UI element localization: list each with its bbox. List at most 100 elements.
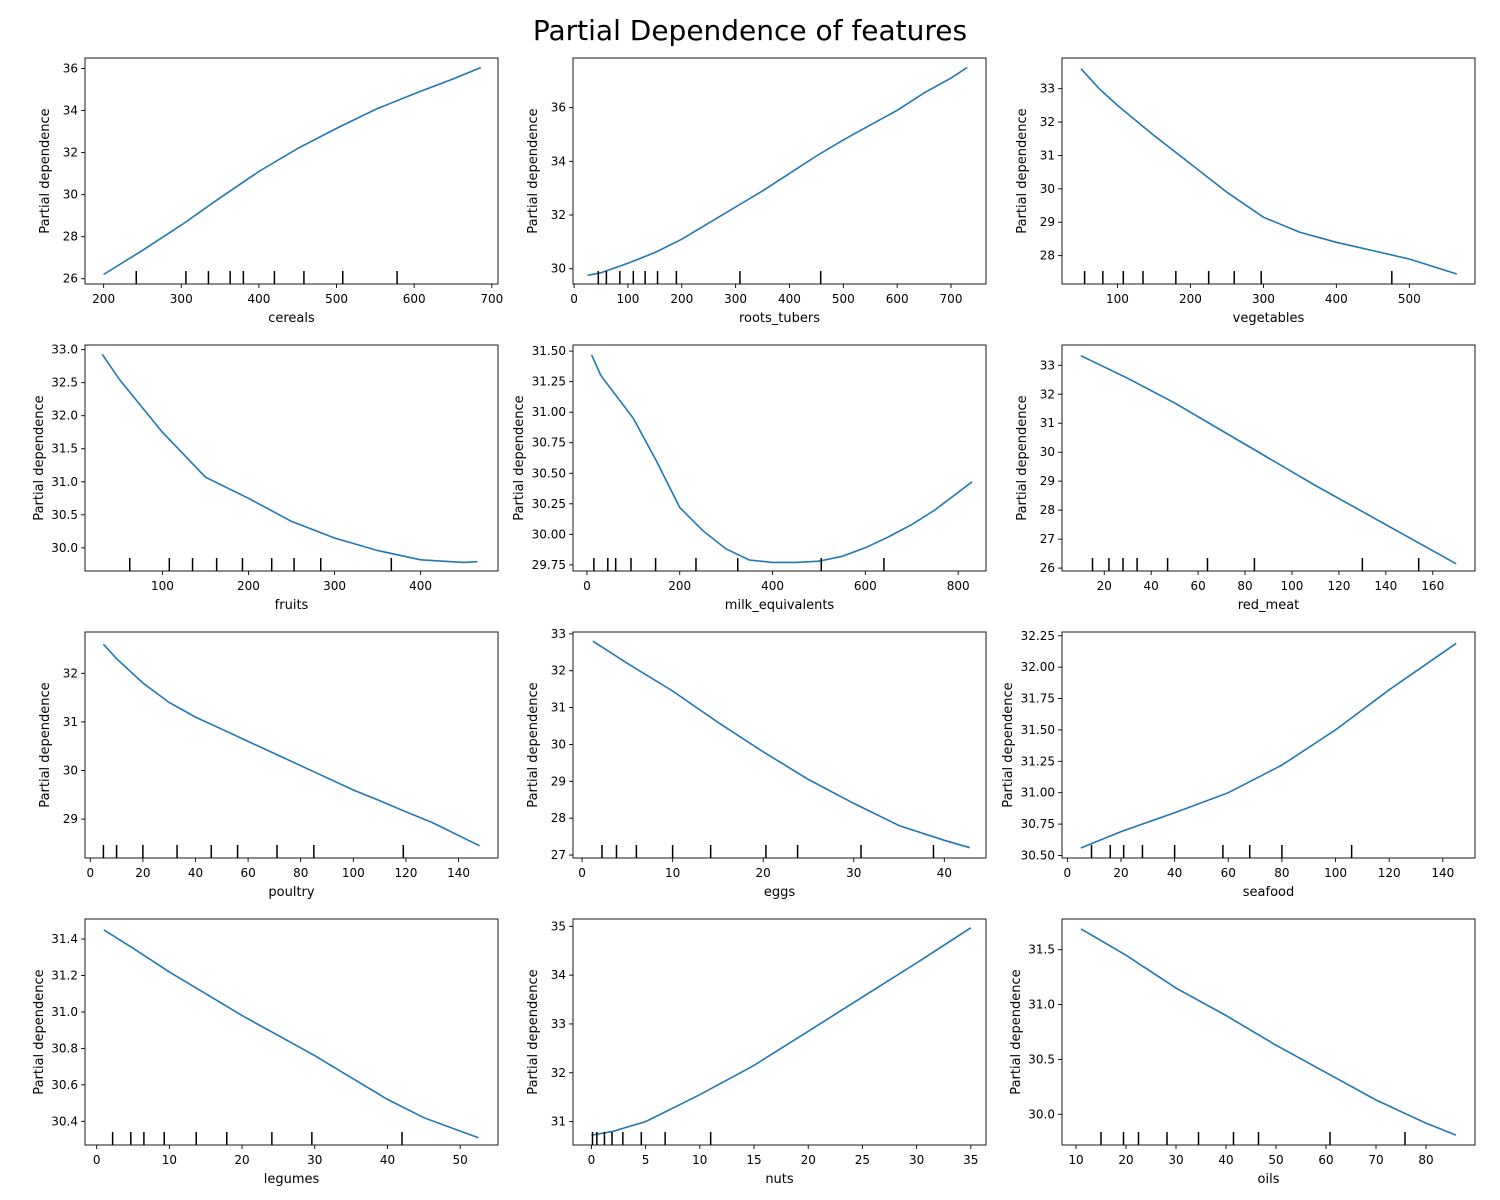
y-tick-label: 31.0 [51,1005,78,1019]
y-tick-label: 30 [551,737,566,751]
x-tick-label: 800 [947,579,970,593]
x-tick-label: 15 [746,1153,761,1167]
y-tick-label: 36 [63,62,78,76]
y-tick-label: 31.2 [51,969,78,983]
x-tick-label: 200 [670,292,693,306]
x-tick-label: 100 [1106,292,1129,306]
x-tick-label: 30 [846,866,861,880]
y-tick-label: 33 [551,627,566,641]
x-tick-label: 20 [234,1153,249,1167]
y-tick-label: 33.0 [51,343,78,357]
y-tick-label: 29 [1040,474,1055,488]
x-axis-label: fruits [275,598,309,613]
y-tick-label: 31.50 [532,344,566,358]
y-tick-label: 32 [551,208,566,222]
x-tick-label: 120 [394,866,417,880]
y-tick-label: 28 [1040,503,1055,517]
y-tick-label: 35 [551,919,566,933]
y-tick-label: 32 [63,666,78,680]
x-tick-label: 40 [1167,866,1182,880]
axes-frame [84,57,499,285]
y-tick-label: 30.0 [1028,1107,1055,1121]
x-tick-label: 25 [855,1153,870,1167]
y-tick-label: 31.50 [1021,723,1055,737]
x-tick-label: 400 [1325,292,1348,306]
x-tick-label: 60 [1318,1153,1333,1167]
y-axis-label: Partial dependence [1001,682,1016,807]
y-tick-label: 32.5 [51,376,78,390]
x-tick-label: 300 [724,292,747,306]
x-axis-label: nuts [765,1172,794,1187]
x-tick-label: 10 [665,866,680,880]
y-tick-label: 31.4 [51,932,78,946]
y-tick-label: 33 [551,1017,566,1031]
x-axis-label: vegetables [1233,311,1305,326]
x-tick-label: 400 [247,292,270,306]
x-tick-label: 100 [1281,579,1304,593]
subplot-fruits: 100 200 300 400 30.0 30.5 31.0 31.5 32.0 32.5 33.0… [32,343,499,613]
axes-frame [572,918,987,1146]
y-tick-label: 32 [63,146,78,160]
pd-line-oils [1080,928,1457,1136]
x-tick-label: 0 [93,1153,101,1167]
y-tick-label: 31.0 [51,475,78,489]
axes-frame [1061,344,1476,572]
subplot-poultry: 0 20 40 60 80 100 120 140 29 30 31 32 poultry Partial… [38,631,499,900]
x-tick-label: 50 [1268,1153,1283,1167]
y-tick-label: 31.00 [1021,786,1055,800]
x-tick-label: 20 [1113,866,1128,880]
x-tick-label: 160 [1421,579,1444,593]
y-tick-label: 29 [1040,215,1055,229]
x-tick-label: 400 [761,579,784,593]
x-tick-label: 400 [778,292,801,306]
x-tick-label: 140 [447,866,470,880]
y-axis-label: Partial dependence [526,969,541,1094]
y-tick-label: 31.25 [1021,754,1055,768]
pd-line-red_meat [1080,354,1457,565]
x-axis-label: red_meat [1238,598,1300,613]
subplot-vegetables: 100 200 300 400 500 28 29 30 31 32 33 vegetables Par… [1015,57,1476,326]
y-tick-label: 30.75 [532,436,566,450]
y-tick-label: 32.00 [1021,660,1055,674]
x-tick-label: 700 [940,292,963,306]
y-tick-label: 32.25 [1021,629,1055,643]
x-tick-label: 40 [188,866,203,880]
x-tick-label: 0 [583,579,591,593]
y-tick-label: 30.00 [532,527,566,541]
subplot-legumes: 0 10 20 30 40 50 30.4 30.6 30.8 31.0 31.2 31.4 legum… [32,918,499,1187]
axes-frame [1061,631,1476,859]
x-tick-label: 20 [135,866,150,880]
x-axis-label: eggs [764,885,796,900]
x-tick-label: 500 [832,292,855,306]
y-tick-label: 27 [1040,532,1055,546]
axes-frame [1061,57,1476,285]
x-tick-label: 120 [1327,579,1350,593]
y-tick-label: 30.50 [532,466,566,480]
y-tick-label: 32 [551,1066,566,1080]
y-tick-label: 31.25 [532,375,566,389]
y-axis-label: Partial dependence [38,682,53,807]
x-tick-label: 0 [588,1153,596,1167]
x-tick-label: 30 [1168,1153,1183,1167]
x-tick-label: 60 [1190,579,1205,593]
x-axis-label: oils [1258,1172,1280,1187]
y-tick-label: 31.5 [1028,943,1055,957]
y-axis-label: Partial dependence [32,395,47,520]
x-tick-label: 120 [1378,866,1401,880]
y-tick-label: 26 [63,272,78,286]
x-tick-label: 200 [237,579,260,593]
x-tick-label: 300 [323,579,346,593]
y-tick-label: 29 [551,774,566,788]
x-tick-label: 100 [1324,866,1347,880]
x-tick-label: 500 [1398,292,1421,306]
x-axis-label: seafood [1243,885,1294,900]
subplot-seafood: 0 20 40 60 80 100 120 140 30.50 30.75 31.00 31.25 31… [1001,629,1476,900]
y-tick-label: 31 [63,715,78,729]
pd-line-poultry [102,643,480,847]
pd-line-nuts [591,927,972,1136]
pd-line-milk_equivalents [590,354,973,564]
x-tick-label: 80 [293,866,308,880]
y-tick-label: 30 [1040,182,1055,196]
y-tick-label: 31 [1040,148,1055,162]
y-axis-label: Partial dependence [1009,969,1024,1094]
